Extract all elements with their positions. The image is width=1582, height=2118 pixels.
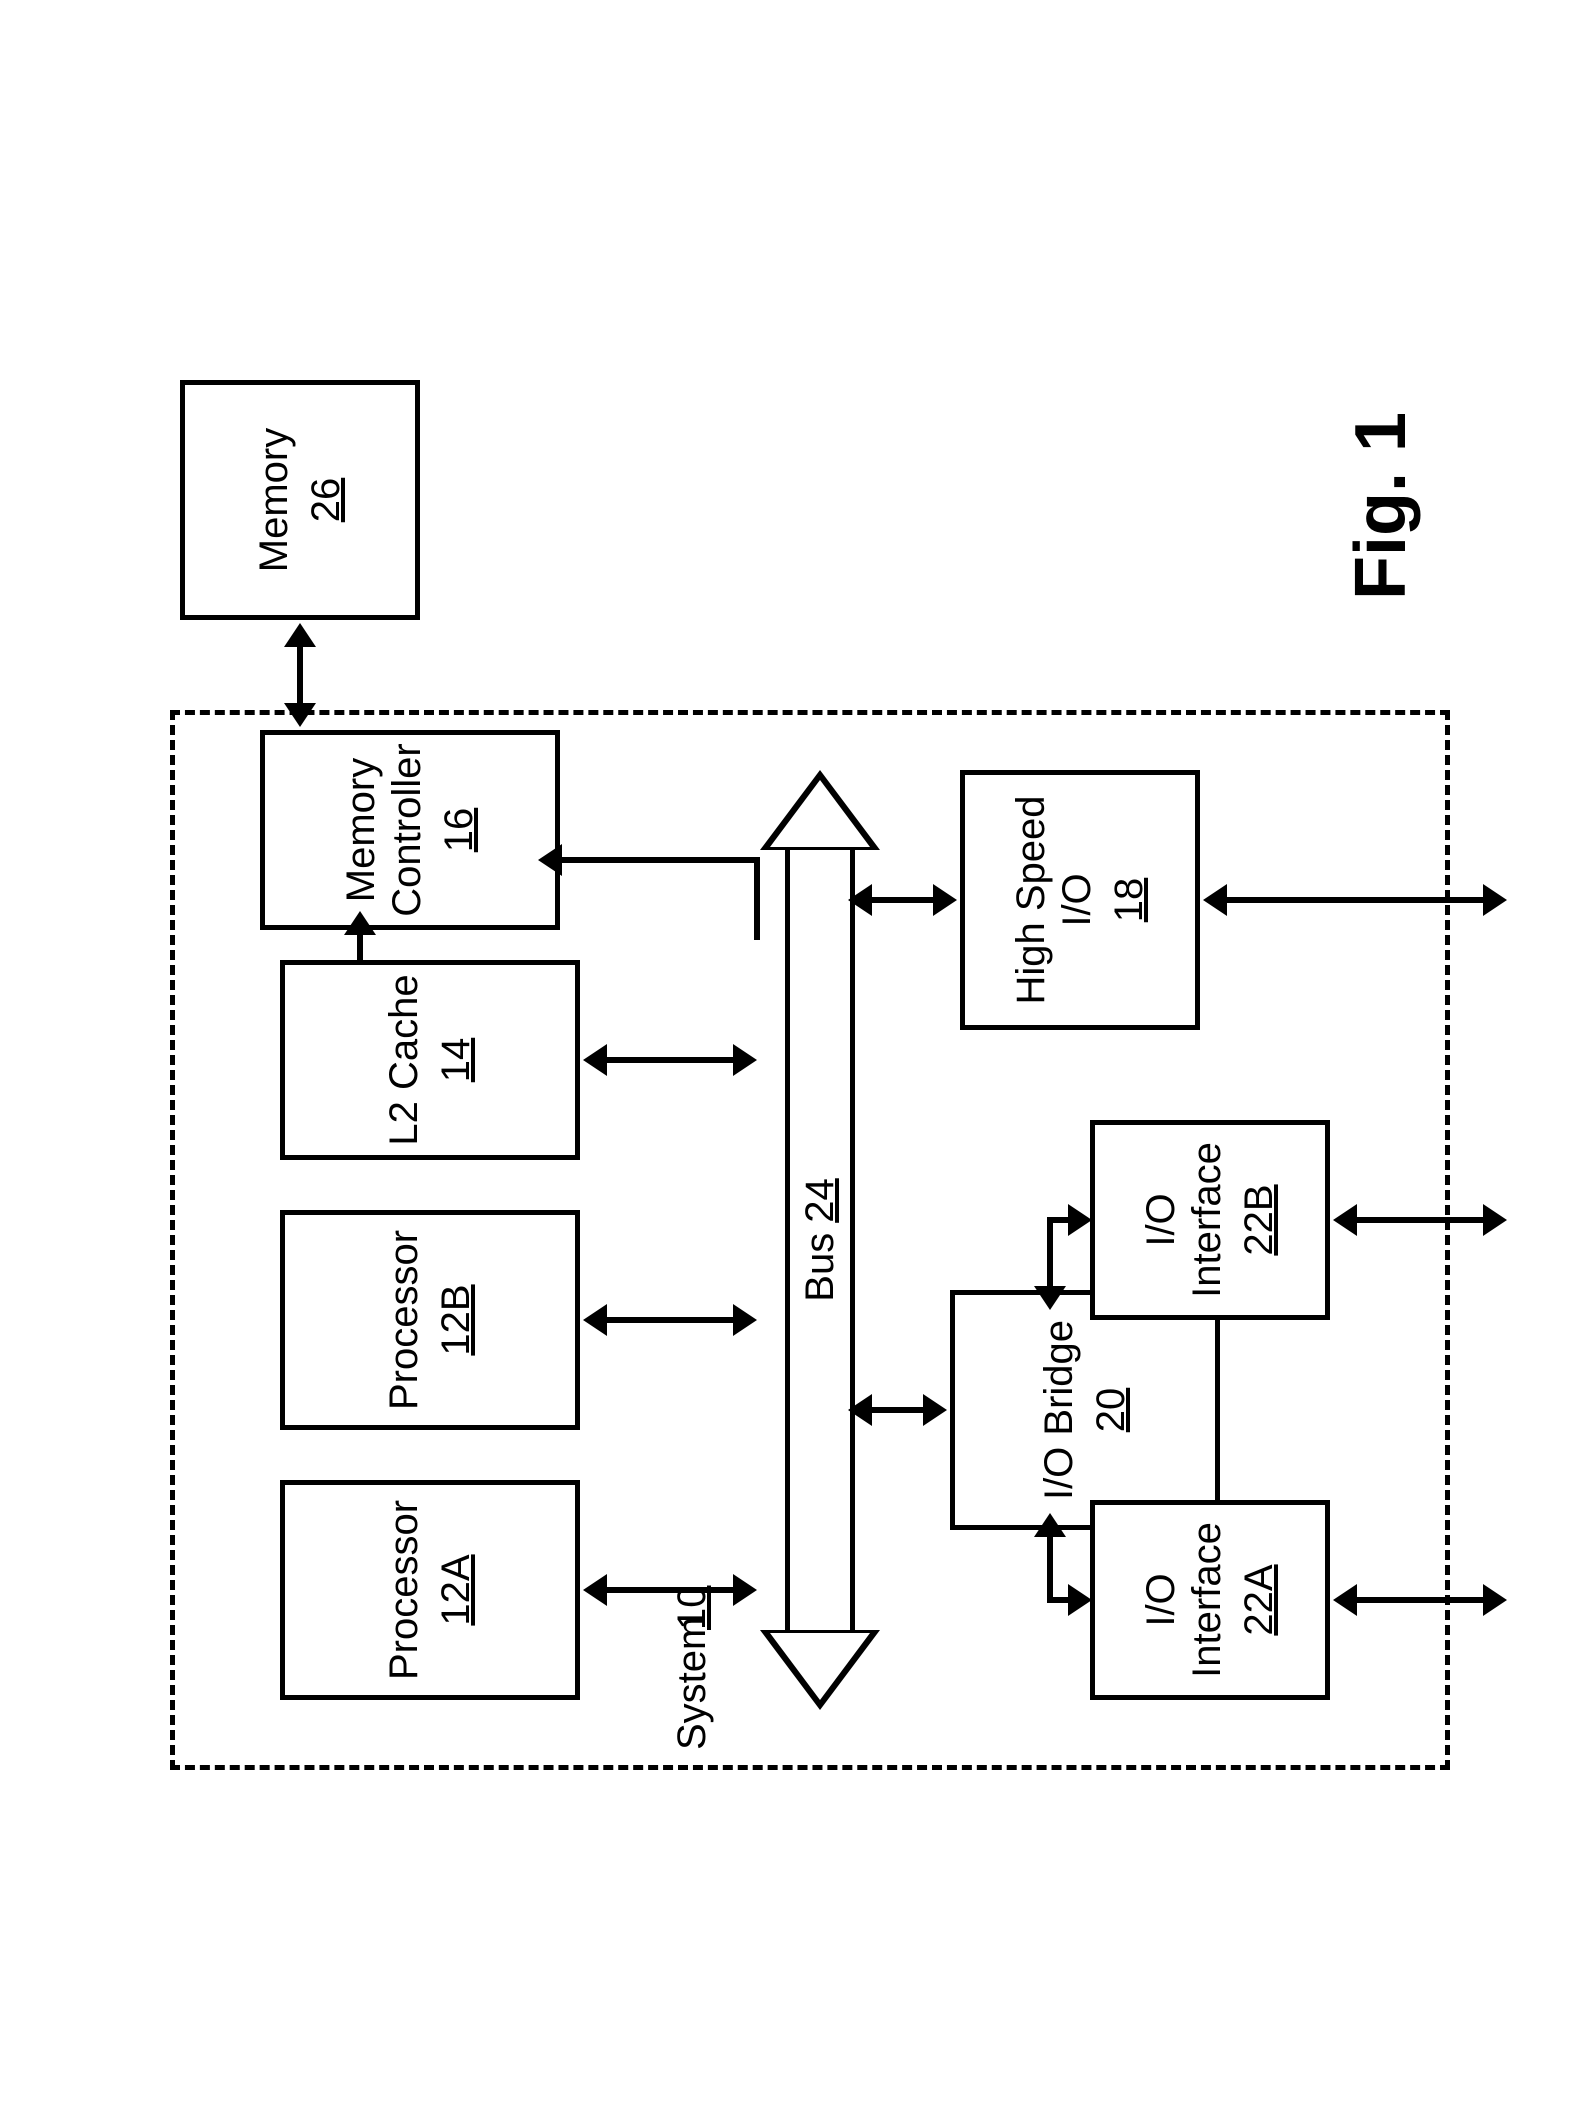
block-memory-controller-label2: Controller [384,743,430,916]
elbow-bridge-ifA-head-into-bridge [1034,1513,1066,1537]
elbow-bridge-ifB-h [1047,1220,1053,1290]
elbow-bridge-ifB-head-down [1068,1204,1092,1236]
block-processor-a-label: Processor [381,1500,427,1680]
bus-num: 24 [798,1178,843,1223]
bus-shaft: Bus 24 [785,850,855,1630]
system-label-text: System [670,1617,714,1750]
arrow-highspeed-out [1225,897,1485,903]
arrow-ioifB-out [1355,1217,1485,1223]
block-processor-b-num: 12B [433,1284,479,1355]
block-io-interface-a-num: 22A [1236,1564,1282,1635]
block-memory-controller-label1: Memory [338,758,384,902]
arrow-iobridge-bus [870,1407,925,1413]
bus-head-left [760,1630,880,1710]
block-highspeed-io: High Speed I/O 18 [960,770,1200,1030]
arrow-highspeed-bus [870,897,935,903]
bus-label: Bus [798,1233,843,1302]
arrow-l2-bus [605,1057,735,1063]
block-io-interface-a: I/O Interface 22A [1090,1500,1330,1700]
block-processor-a-num: 12A [433,1554,479,1625]
bus-head-right [760,770,880,850]
elbow-memctrl-bus-head [538,844,562,876]
block-memory-label: Memory [251,428,297,572]
block-memory: Memory 26 [180,380,420,620]
arrow-proca-bus [605,1587,735,1593]
block-memory-num: 26 [303,478,349,523]
block-io-interface-a-label2: Interface [1184,1522,1230,1678]
block-l2-cache-num: 14 [433,1038,479,1083]
block-io-interface-b: I/O Interface 22B [1090,1120,1330,1320]
system-label: System [670,1617,715,1750]
block-processor-b-label: Processor [381,1230,427,1410]
arrow-procb-bus [605,1317,735,1323]
elbow-memctrl-bus-h [754,857,760,940]
block-processor-a: Processor 12A [280,1480,580,1700]
block-memory-controller: Memory Controller 16 [260,730,560,930]
elbow-bridge-ifA-head-down [1068,1584,1092,1616]
diagram-root: System 10 Processor 12A Processor 12B L2… [80,200,1500,1900]
block-highspeed-io-label2: I/O [1054,873,1100,926]
elbow-bridge-ifB-head-into-bridge [1034,1286,1066,1310]
block-l2-cache-label: L2 Cache [381,974,427,1145]
block-io-interface-b-num: 22B [1236,1184,1282,1255]
block-io-bridge: I/O Bridge 20 [950,1290,1220,1530]
arrow-memctrl-memory [297,645,303,705]
block-io-interface-b-label1: I/O [1138,1193,1184,1246]
arrow-ioifA-out [1355,1597,1485,1603]
arrow-l2-to-memctrl-shaft [357,954,363,960]
block-io-interface-a-label1: I/O [1138,1573,1184,1626]
block-highspeed-io-label1: High Speed [1008,795,1054,1004]
block-highspeed-io-num: 18 [1106,878,1152,923]
elbow-memctrl-bus-v [560,857,760,863]
figure-caption: Fig. 1 [1340,412,1422,600]
block-io-interface-b-label2: Interface [1184,1142,1230,1298]
block-io-bridge-num: 20 [1088,1388,1134,1433]
block-io-bridge-label: I/O Bridge [1036,1320,1082,1500]
block-processor-b: Processor 12B [280,1210,580,1430]
block-l2-cache: L2 Cache 14 [280,960,580,1160]
block-memory-controller-num: 16 [436,808,482,853]
elbow-bridge-ifA-h [1047,1530,1053,1600]
figure-canvas: System 10 Processor 12A Processor 12B L2… [0,0,1582,2118]
